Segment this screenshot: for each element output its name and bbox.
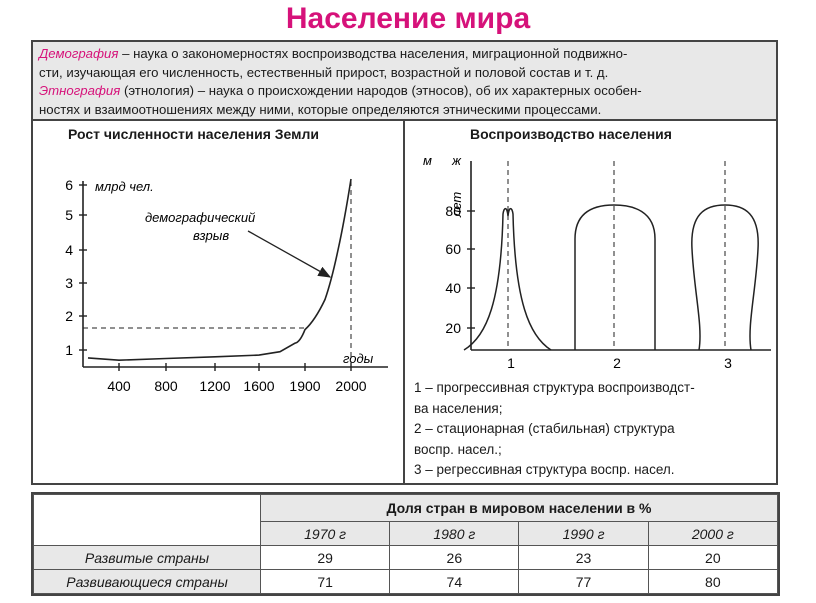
- term-demography: Демография: [39, 46, 119, 61]
- table-cell: 20: [647, 545, 779, 570]
- pyramid-progressive: [463, 207, 552, 351]
- legend-line: воспр. насел.;: [414, 441, 502, 457]
- year-header: 2000 г: [647, 521, 779, 546]
- annotation-label: демографический: [145, 210, 255, 225]
- legend-line: 1 – прогрессивная структура воспроизводс…: [414, 380, 695, 395]
- pyramid-stationary: [574, 204, 656, 350]
- y-tick-label: 6: [65, 177, 73, 193]
- pyramid-regressive: [691, 204, 759, 351]
- year-header: 1970 г: [259, 521, 391, 546]
- label-female: ж: [451, 153, 462, 168]
- table-cell: 23: [518, 545, 649, 570]
- definition-text: – наука о закономерностях воспроизводств…: [118, 46, 628, 61]
- page-title: Население мира: [285, 2, 531, 35]
- table-row: Развитые страны 29 26 23 20: [33, 545, 779, 570]
- legend-line: 3 – регрессивная структура воспр. насел.: [414, 462, 675, 478]
- y-tick-label: 5: [65, 207, 73, 223]
- label-male: м: [423, 153, 432, 168]
- table-cell: 71: [259, 569, 391, 594]
- legend-line: 2 – стационарная (стабильная) структура: [414, 421, 675, 437]
- definition-ethnography: Этнография (этнология) – наука о происхо…: [39, 82, 770, 119]
- y-tick-label: 3: [65, 275, 73, 291]
- y-tick-label: 2: [65, 308, 73, 324]
- legend-line: ва населения;: [414, 400, 503, 416]
- table-cell: 29: [259, 545, 391, 570]
- reproduction-chart: м ж лет 20 40 60 80 1 2 3: [423, 153, 771, 371]
- annotation-arrow: [247, 230, 332, 278]
- definition-demography: Демография – наука о закономерностях вос…: [39, 45, 770, 82]
- table-cell: 26: [389, 545, 520, 570]
- definitions-box: Демография – наука о закономерностях вос…: [33, 42, 776, 119]
- y-tick-label: 40: [445, 280, 461, 296]
- row-label: Развитые страны: [33, 545, 261, 570]
- x-tick-label: 1: [507, 355, 515, 371]
- main-frame: [31, 40, 778, 485]
- x-ticks: 1 2 3: [507, 355, 732, 371]
- annotation-label: взрыв: [193, 228, 229, 243]
- table-corner: [33, 494, 261, 546]
- x-unit-label: годы: [343, 351, 374, 366]
- table-row: Развивающиеся страны 71 74 77 80: [33, 569, 779, 594]
- x-tick-label: 2: [613, 355, 621, 371]
- y-unit-label: лет: [449, 192, 464, 218]
- year-header: 1980 г: [389, 521, 520, 546]
- y-ticks: 1 2 3 4 5 6: [65, 177, 87, 358]
- x-tick-label: 1600: [243, 378, 274, 394]
- population-curve: [87, 178, 352, 362]
- x-tick-label: 400: [107, 378, 131, 394]
- reproduction-legend: 1 – прогрессивная структура воспроизводс…: [414, 378, 769, 481]
- table-header: Доля стран в мировом населении в %: [260, 494, 778, 522]
- x-tick-label: 800: [154, 378, 178, 394]
- reproduction-title: Воспроизводство населения: [470, 126, 672, 142]
- x-ticks: 400 800 1200 1600 1900 2000: [107, 363, 367, 394]
- x-tick-label: 2000: [335, 378, 366, 394]
- divider: [33, 119, 776, 121]
- year-header: 1990 г: [518, 521, 649, 546]
- table-cell: 74: [389, 569, 520, 594]
- y-unit-label: млрд чел.: [95, 179, 154, 194]
- term-ethnography: Этнография: [39, 83, 121, 98]
- divider: [403, 121, 405, 483]
- y-tick-label: 80: [445, 203, 461, 219]
- table-cell: 77: [518, 569, 649, 594]
- share-table: Доля стран в мировом населении в % 1970 …: [33, 494, 779, 594]
- x-tick-label: 1900: [289, 378, 320, 394]
- y-ticks: 20 40 60 80: [445, 203, 475, 336]
- x-tick-label: 1200: [199, 378, 230, 394]
- population-growth-title: Рост численности населения Земли: [68, 126, 319, 142]
- definition-text: сти, изучающая его численность, естестве…: [39, 64, 609, 80]
- y-tick-label: 60: [445, 241, 461, 257]
- table-cell: 80: [647, 569, 779, 594]
- definition-text: (этнология) – наука о происхождении наро…: [120, 83, 642, 98]
- population-share-table: Доля стран в мировом населении в % 1970 …: [31, 492, 780, 596]
- y-tick-label: 20: [445, 320, 461, 336]
- row-label: Развивающиеся страны: [33, 569, 261, 594]
- y-tick-label: 1: [65, 342, 73, 358]
- definition-text: ностях и взаимоотношениях между ними, ко…: [39, 101, 602, 117]
- y-tick-label: 4: [65, 242, 73, 258]
- x-tick-label: 3: [724, 355, 732, 371]
